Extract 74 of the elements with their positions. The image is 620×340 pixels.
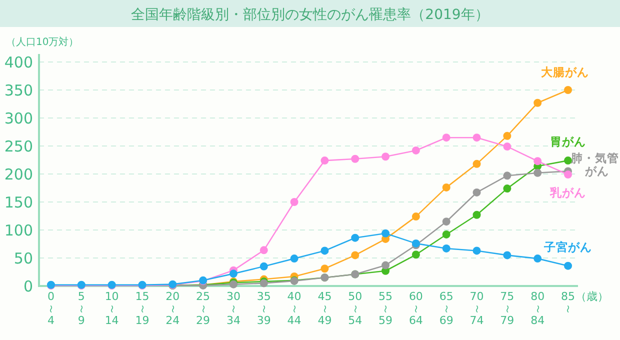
point (351, 251, 360, 260)
x-tick-label: 80〜84 (530, 290, 545, 327)
point (472, 160, 481, 168)
y-tick-label: 100 (4, 221, 33, 240)
x-tick-label: 25〜29 (196, 290, 210, 327)
point (412, 212, 420, 221)
x-tick-label: 50〜54 (348, 290, 362, 327)
chart-title: 全国年齢階級別・部位別の女性のがん罹患率（2019年） (131, 7, 489, 23)
x-tick-label: 75〜79 (500, 290, 514, 327)
point (382, 152, 390, 161)
point (472, 188, 481, 196)
x-tick-label: 45〜49 (318, 290, 332, 327)
y-tick-label: 50 (14, 249, 33, 268)
point (442, 183, 450, 192)
x-tick-label: 0〜4 (46, 290, 56, 327)
point (564, 262, 572, 270)
x-tick-label: 70〜74 (470, 290, 484, 327)
point (351, 234, 360, 242)
point (534, 254, 542, 263)
point (503, 251, 512, 260)
point (320, 156, 329, 165)
point (534, 168, 542, 177)
series-label: 乳がん (549, 186, 586, 200)
y-tick-label: 350 (4, 81, 33, 100)
x-tick-label: 15〜19 (135, 290, 150, 327)
point (229, 270, 238, 278)
y-tick-label: 250 (4, 137, 33, 156)
series-label: 子宮がん (543, 240, 592, 254)
point (503, 132, 512, 140)
point (564, 170, 572, 179)
point (442, 134, 450, 142)
x-tick-label: 65〜69 (439, 290, 454, 327)
series-label: 胃がん (550, 134, 586, 149)
point (472, 246, 481, 255)
point (382, 229, 390, 238)
x-tick-label: 20〜24 (166, 290, 180, 327)
series-label: 大腸がん (541, 65, 589, 79)
x-tick-label: 55〜59 (378, 290, 393, 327)
point (442, 218, 450, 226)
point (442, 230, 450, 238)
x-tick-label: 10〜14 (104, 290, 119, 327)
point (534, 98, 542, 107)
point (320, 264, 329, 273)
point (260, 262, 268, 270)
point (290, 198, 298, 206)
y-tick-label: 400 (4, 53, 33, 72)
y-tick-label: 150 (4, 193, 33, 212)
point (503, 172, 512, 180)
point (320, 246, 329, 255)
y-tick-label: 200 (4, 165, 33, 184)
point (472, 210, 481, 219)
x-tick-label: 60〜64 (408, 290, 423, 327)
point (503, 184, 512, 193)
x-tick-label: 30〜34 (226, 290, 240, 327)
point (503, 142, 512, 151)
point (564, 86, 572, 94)
point (260, 246, 268, 254)
point (442, 244, 450, 252)
point (382, 261, 390, 270)
point (412, 146, 420, 154)
point (412, 250, 420, 259)
x-tick-label: 5〜9 (76, 290, 86, 327)
y-tick-label: 300 (4, 109, 33, 128)
point (351, 154, 360, 163)
x-tick-label: 85〜 (561, 290, 575, 313)
x-tick-label: 35〜39 (256, 290, 271, 327)
point (290, 254, 298, 263)
series-label: 肺・気管がん (570, 151, 619, 178)
point (534, 157, 542, 166)
x-tick-label: 40〜44 (287, 290, 302, 327)
y-tick-label: 0 (23, 277, 33, 296)
point (472, 134, 481, 142)
x-axis-title: （歳） (576, 290, 608, 303)
y-axis-title: （人口10万対） (6, 36, 79, 48)
